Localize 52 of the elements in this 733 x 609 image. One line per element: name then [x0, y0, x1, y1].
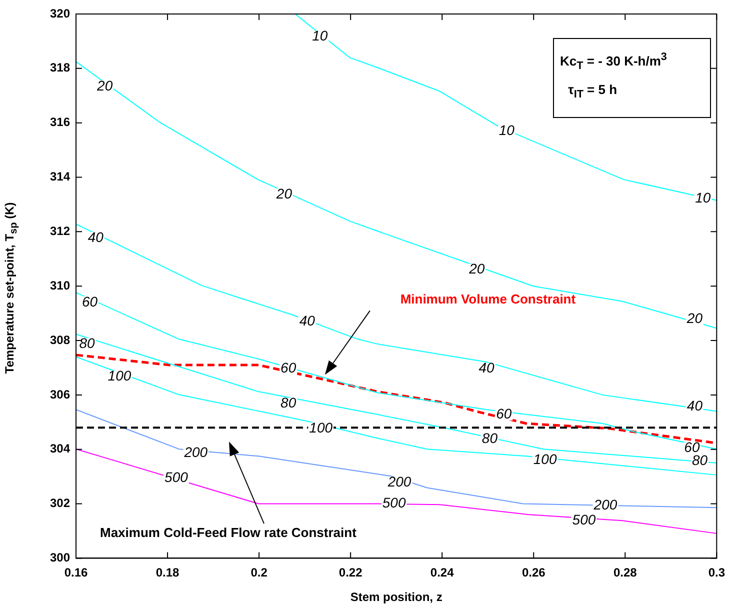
x-axis-title: Stem position, z [350, 590, 442, 604]
annotation: 200 [386, 474, 412, 490]
annotation: 80 [79, 334, 95, 351]
x-tick-label: 0.18 [156, 566, 180, 580]
y-tick-label: 316 [50, 115, 70, 130]
annotation: 20 [686, 310, 703, 326]
y-tick-label: 310 [50, 278, 70, 292]
annotation: 10 [312, 28, 328, 44]
x-tick-label: 0.3 [708, 566, 726, 580]
annotation: 60 [496, 405, 512, 422]
annotation: 40 [686, 398, 703, 414]
annotation: 60 [684, 439, 700, 456]
x-tick-label: 0.22 [338, 566, 363, 580]
annotation: 100 [533, 451, 557, 468]
annotation: 10 [695, 189, 711, 206]
annotation: 20 [96, 77, 113, 94]
annotation: 60 [82, 293, 98, 310]
annotation: 100 [309, 419, 333, 436]
x-tick-label: 0.28 [613, 566, 638, 580]
x-tick-label: 0.24 [430, 566, 454, 580]
annotation: 500 [382, 494, 406, 511]
y-tick-label: 302 [50, 496, 70, 510]
y-tick-label: 306 [50, 387, 70, 402]
annotation: 20 [275, 185, 292, 202]
note-box: Kc$_{T}$ = - 30 K-h/m$^{3}$ τ$_{IT}$ = 5 h [553, 38, 711, 118]
y-tick-label: 320 [50, 6, 70, 20]
x-tick-label: 0.2 [250, 566, 268, 580]
annotation: 100 [108, 368, 132, 384]
annotation: 40 [478, 360, 494, 376]
annotation: 80 [482, 430, 498, 446]
y-tick-label: 314 [50, 170, 70, 184]
annotation: 40 [299, 312, 316, 328]
annotation: 40 [88, 228, 104, 245]
annotation: 500 [164, 468, 188, 485]
y-tick-label: 300 [50, 550, 70, 565]
annotation: 80 [280, 394, 296, 411]
ref-line-label: Maximum Cold-Feed Flow rate Constraint [100, 525, 358, 540]
x-tick-label: 0.26 [522, 566, 546, 580]
annotation: 10 [498, 122, 515, 138]
y-tick-label: 312 [50, 224, 70, 238]
annotation: τ$_{IT}$ = 5 h [567, 80, 618, 103]
annotation: 60 [280, 360, 296, 376]
annotation: 200 [592, 496, 618, 513]
text: Minimum Volume Constraint [400, 291, 576, 306]
y-tick-label: 308 [50, 332, 70, 347]
annotation: 20 [468, 260, 485, 277]
annotation: 200 [183, 444, 208, 460]
y-tick-label: 318 [50, 60, 70, 75]
annotation: Kc$_{T}$ = - 30 K-h/m$^{3}$ [560, 50, 668, 74]
x-tick-label: 0.16 [64, 566, 88, 580]
annotation: 500 [572, 512, 596, 528]
y-tick-label: 304 [50, 442, 70, 456]
